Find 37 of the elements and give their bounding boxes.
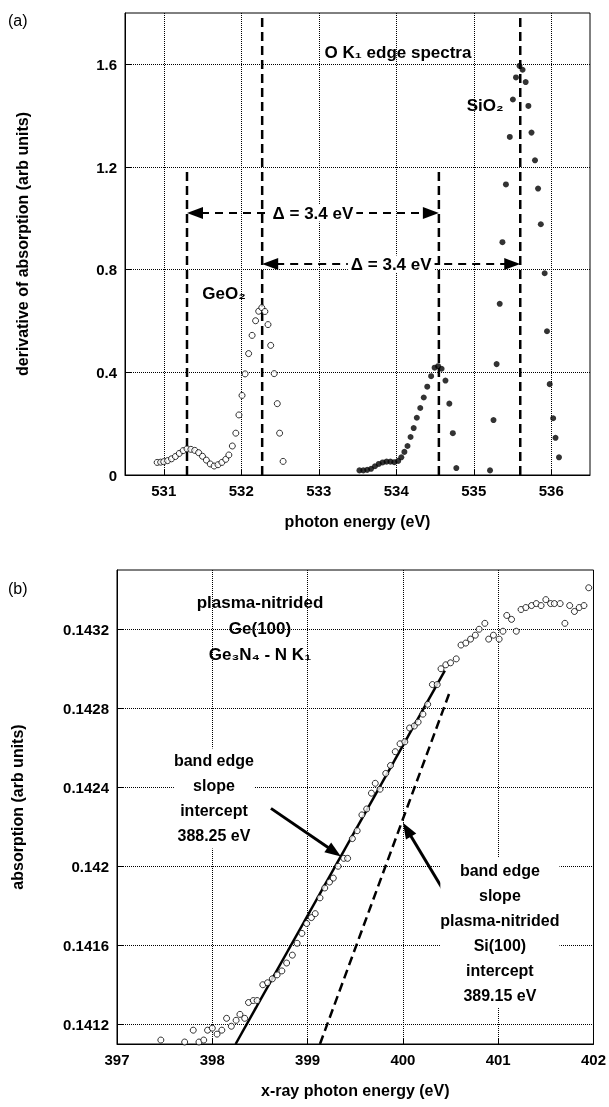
y-tick-label: 0.1412	[63, 1015, 109, 1033]
y-tick-label: 0.142	[71, 857, 109, 875]
annotation: band edge slope plasma-nitrided Si(100) intercept 389.15 eV	[440, 861, 560, 1004]
x-tick-label: 397	[104, 1051, 130, 1068]
x-tick-label: 532	[228, 482, 254, 499]
x-tick-label: 534	[383, 482, 410, 499]
x-tick-label: 398	[199, 1051, 225, 1068]
annotation: Δ = 3.4 eV	[350, 254, 433, 274]
x-tick-label: 401	[485, 1051, 511, 1068]
y-tick-label: 0.4	[96, 363, 118, 381]
y-tick-label: 0.1424	[63, 778, 110, 796]
x-tick-label: 536	[538, 482, 564, 499]
text: (b)	[8, 579, 28, 597]
x-tick-label: 400	[390, 1051, 416, 1068]
y-tick-label: 0.1428	[63, 699, 109, 717]
y-axis-title: absorption (arb units)	[8, 724, 26, 890]
y-tick-label: 0.1432	[63, 620, 109, 638]
annotation: band edge slope intercept 388.25 eV	[173, 752, 255, 845]
y-axis-title: derivative of absorption (arb units)	[13, 111, 31, 377]
y-tick-label: 1.6	[96, 55, 117, 73]
y-tick-label: 0.1416	[63, 936, 109, 954]
y-tick-label: 0.8	[96, 261, 117, 279]
x-tick-label: 402	[580, 1051, 606, 1068]
series-label: GeO₂	[202, 284, 246, 304]
x-axis-title: photon energy (eV)	[284, 512, 431, 530]
annotation: Δ = 3.4 eV	[272, 203, 354, 223]
x-tick-label: 399	[295, 1051, 321, 1068]
x-tick-label: 531	[151, 482, 177, 499]
series-label: SiO₂	[466, 96, 504, 116]
x-tick-label: 535	[461, 482, 487, 499]
text: (a)	[8, 11, 28, 29]
y-tick-label: 0	[108, 466, 117, 484]
y-tick-label: 1.2	[96, 158, 117, 176]
x-tick-label: 533	[306, 482, 332, 499]
x-axis-title: x-ray photon energy (eV)	[261, 1081, 450, 1099]
text: plasma-nitrided Ge(100) Ge₃N₄ - N K₁	[196, 592, 324, 664]
text: O K₁ edge spectra	[324, 42, 472, 62]
